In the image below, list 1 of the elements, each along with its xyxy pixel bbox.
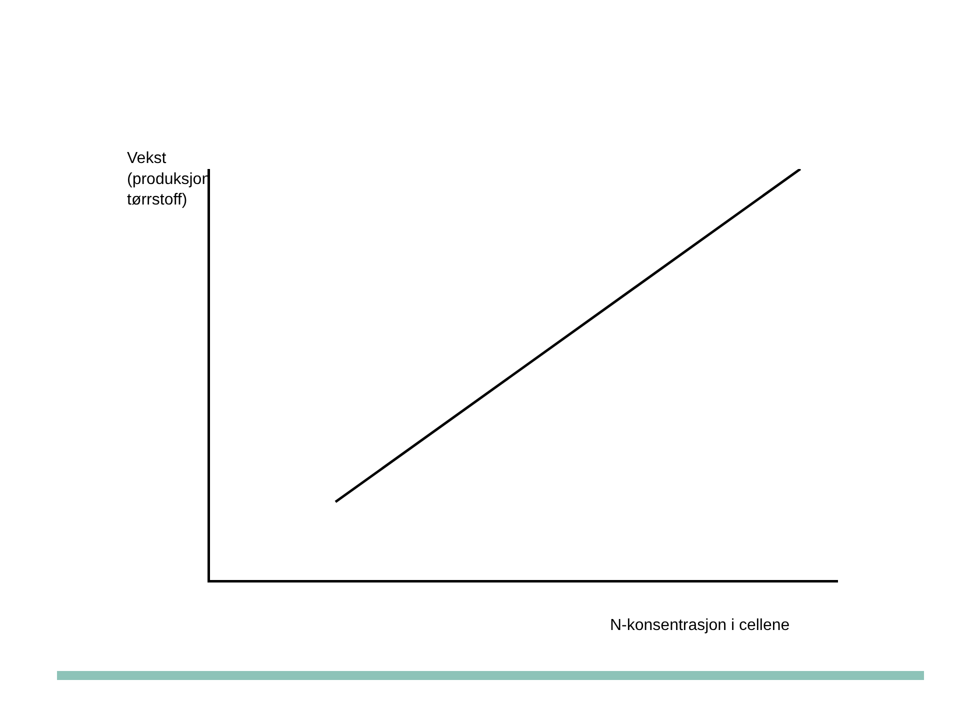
x-axis-title: N-konsentrasjon i cellene [610,617,790,634]
